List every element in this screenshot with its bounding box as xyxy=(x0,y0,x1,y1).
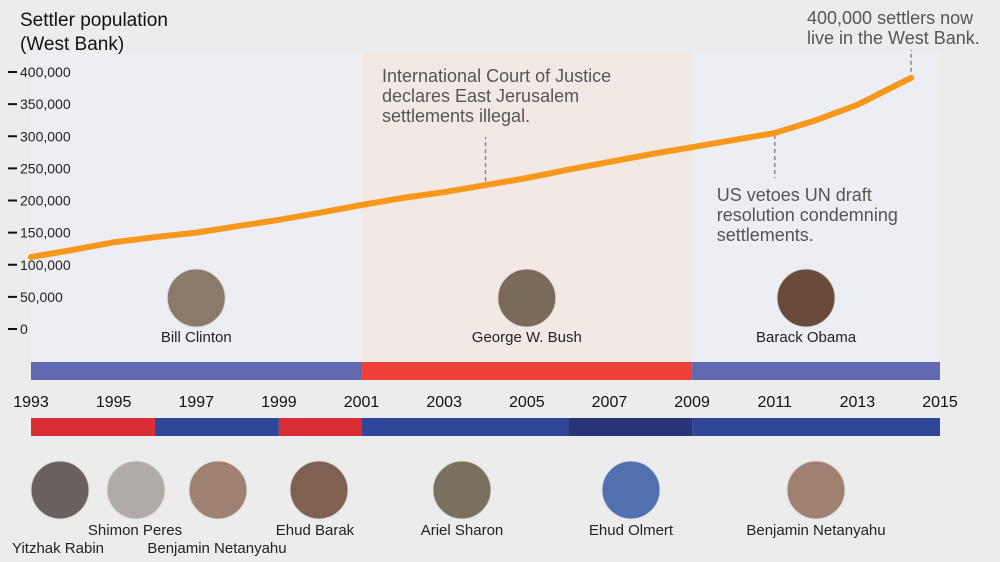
president-name: George W. Bush xyxy=(472,329,582,346)
pm-portrait xyxy=(289,460,349,520)
pm-portrait xyxy=(786,460,846,520)
israeli-pm-term-bar xyxy=(692,418,940,436)
us-president-term-bar xyxy=(31,362,362,380)
x-tick-label: 1995 xyxy=(96,394,132,411)
annotation-text: International Court of Justice xyxy=(382,66,611,86)
x-tick-label: 1993 xyxy=(13,394,49,411)
chart-title: Settler population xyxy=(20,10,168,31)
x-tick-label: 2013 xyxy=(840,394,876,411)
y-tick-label: 200,000 xyxy=(20,193,71,209)
israeli-pm-term-bar xyxy=(361,418,569,436)
pm-name: Benjamin Netanyahu xyxy=(147,540,286,557)
chart-title: (West Bank) xyxy=(20,34,124,55)
pm-name: Ehud Olmert xyxy=(589,522,674,539)
president-name: Barack Obama xyxy=(756,329,857,346)
president-portrait xyxy=(497,268,557,328)
x-tick-label: 2011 xyxy=(758,394,793,411)
pm-name: Ehud Barak xyxy=(276,522,355,539)
pm-name: Yitzhak Rabin xyxy=(12,540,104,557)
y-tick-label: 100,000 xyxy=(20,257,71,273)
y-tick-label: 300,000 xyxy=(20,128,71,144)
y-tick-label: 150,000 xyxy=(20,225,71,241)
annotation-text: resolution condemning xyxy=(717,205,898,225)
population-line xyxy=(28,74,915,260)
pm-portrait xyxy=(188,460,248,520)
x-tick-label: 2007 xyxy=(592,394,628,411)
y-tick-label: 250,000 xyxy=(20,160,71,176)
pm-portrait xyxy=(106,460,166,520)
x-tick-label: 2005 xyxy=(509,394,545,411)
pm-name: Benjamin Netanyahu xyxy=(746,522,885,539)
annotation-text: 400,000 settlers now xyxy=(807,8,974,28)
israeli-pm-term-bar xyxy=(278,418,362,436)
pm-name: Ariel Sharon xyxy=(421,522,504,539)
x-tick-label: 2003 xyxy=(426,394,462,411)
pm-portrait xyxy=(601,460,661,520)
annotation-text: settlements illegal. xyxy=(382,106,530,126)
x-tick-label: 2015 xyxy=(922,394,958,411)
president-name: Bill Clinton xyxy=(161,329,232,346)
annotation-text: declares East Jerusalem xyxy=(382,86,579,106)
x-tick-label: 1999 xyxy=(261,394,297,411)
pm-name: Shimon Peres xyxy=(88,522,182,539)
y-tick-label: 400,000 xyxy=(20,64,71,80)
y-tick-label: 350,000 xyxy=(20,96,71,112)
annotation-text: settlements. xyxy=(717,225,814,245)
israeli-pm-term-bar xyxy=(154,418,279,436)
israeli-pm-term-bar xyxy=(568,418,693,436)
pm-portrait xyxy=(432,460,492,520)
annotation-text: US vetoes UN draft xyxy=(717,185,872,205)
x-tick-label: 2001 xyxy=(344,394,380,411)
annotation-text: live in the West Bank. xyxy=(807,28,980,48)
y-tick-label: 50,000 xyxy=(20,289,63,305)
president-portrait xyxy=(166,268,226,328)
x-tick-label: 2009 xyxy=(674,394,710,411)
us-president-term-bar xyxy=(361,362,693,380)
pm-portrait xyxy=(30,460,90,520)
us-president-term-bar xyxy=(692,362,940,380)
israeli-pm-term-bar xyxy=(31,418,155,436)
president-portrait xyxy=(776,268,836,328)
y-tick-label: 0 xyxy=(20,321,28,337)
x-tick-label: 1997 xyxy=(178,394,214,411)
